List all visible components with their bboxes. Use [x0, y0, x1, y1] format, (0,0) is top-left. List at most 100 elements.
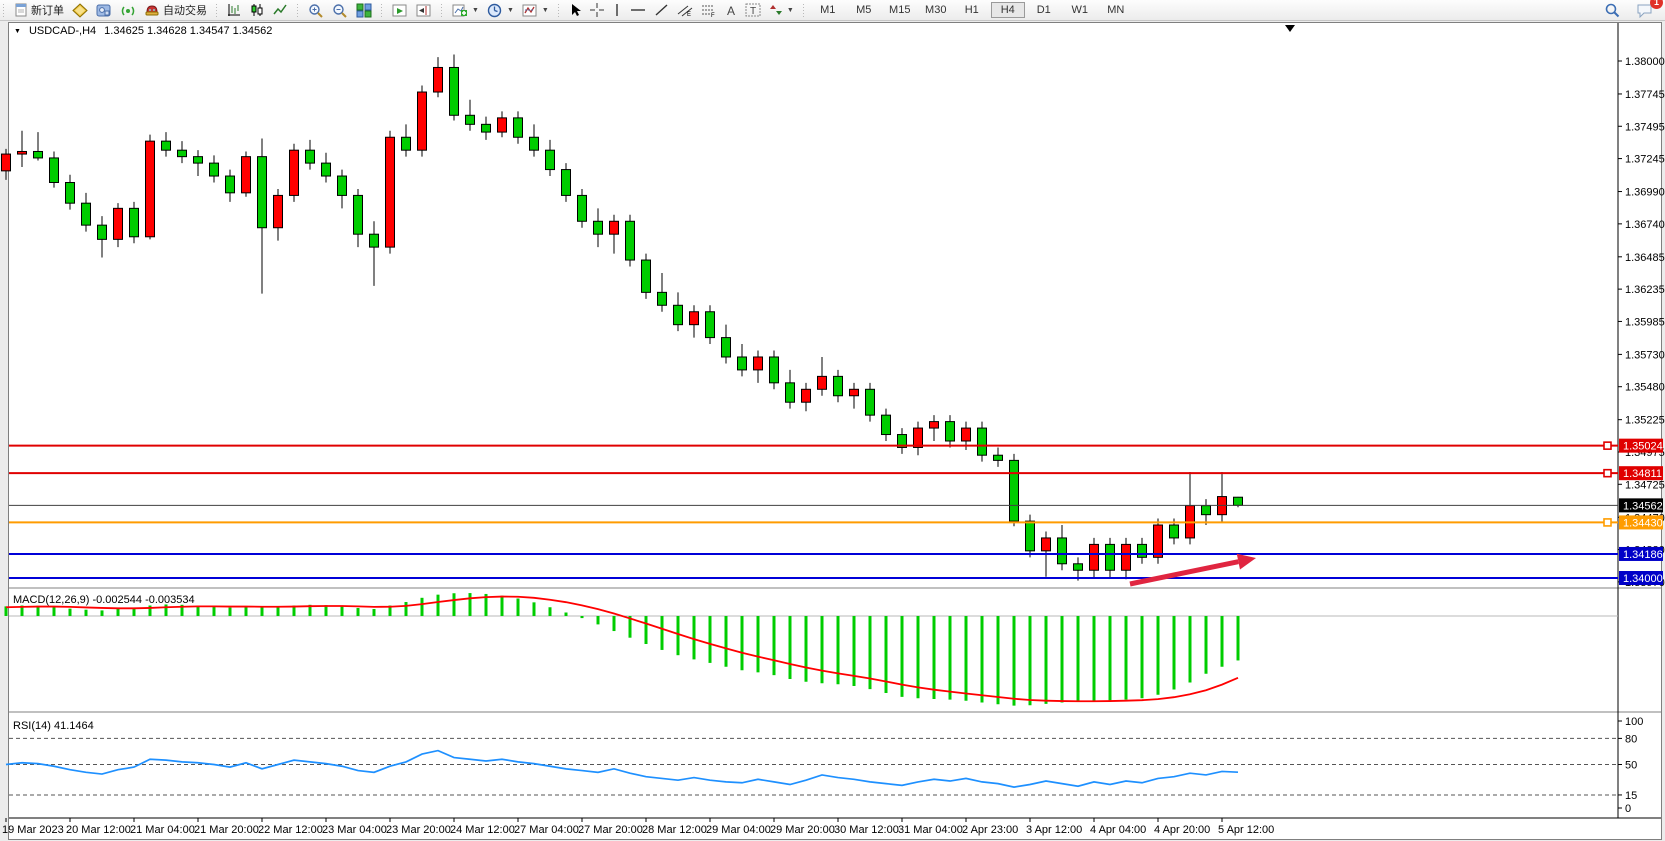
candle-body[interactable]: [385, 136, 395, 248]
candle-body[interactable]: [705, 311, 715, 339]
candle-body[interactable]: [209, 162, 219, 177]
search-button[interactable]: [1600, 0, 1624, 20]
candle-body[interactable]: [289, 149, 299, 196]
candle-body[interactable]: [369, 233, 379, 248]
candle-body[interactable]: [913, 427, 923, 448]
candle-body[interactable]: [561, 169, 571, 196]
line-handle[interactable]: [1603, 468, 1612, 478]
equidistant-channel-button[interactable]: E: [673, 0, 697, 20]
toolbar-grip[interactable]: [296, 3, 300, 17]
toolbar-grip[interactable]: [2, 3, 6, 17]
candle-body[interactable]: [97, 224, 107, 240]
candle-body[interactable]: [481, 123, 491, 133]
candle-body[interactable]: [641, 259, 651, 293]
fibonacci-button[interactable]: F: [697, 0, 721, 20]
candle-body[interactable]: [769, 356, 779, 384]
timeframe-H1[interactable]: H1: [964, 4, 979, 16]
candle-body[interactable]: [353, 194, 363, 235]
candle-body[interactable]: [1169, 524, 1179, 539]
candle-body[interactable]: [1057, 537, 1067, 565]
candle-body[interactable]: [1153, 524, 1163, 558]
candle-body[interactable]: [177, 149, 187, 158]
candle-body[interactable]: [449, 66, 459, 116]
signals-button[interactable]: [116, 0, 140, 20]
timeframe-M15[interactable]: M15: [889, 4, 911, 16]
candle-body[interactable]: [401, 136, 411, 151]
vertical-line-button[interactable]: [608, 0, 626, 20]
candle-body[interactable]: [833, 375, 843, 397]
candle-body[interactable]: [1137, 543, 1147, 558]
candle-body[interactable]: [897, 434, 907, 448]
candle-body[interactable]: [689, 311, 699, 326]
horizontal-line-button[interactable]: [626, 0, 650, 20]
candle-body[interactable]: [305, 149, 315, 164]
zoom-in-button[interactable]: [304, 0, 328, 20]
candle-body[interactable]: [337, 175, 347, 196]
timeframe-MN[interactable]: MN: [1107, 4, 1125, 16]
crosshair-button[interactable]: [586, 0, 608, 20]
candle-body[interactable]: [1073, 563, 1083, 571]
terminal-button[interactable]: [92, 0, 116, 20]
candlestick-chart-button[interactable]: [246, 0, 269, 20]
metaeditor-button[interactable]: [68, 0, 92, 20]
autotrading-button[interactable]: 自动交易: [140, 0, 211, 20]
candle-body[interactable]: [241, 156, 251, 194]
candle-body[interactable]: [65, 181, 75, 204]
candle-body[interactable]: [225, 175, 235, 194]
candle-body[interactable]: [673, 304, 683, 326]
candle-body[interactable]: [753, 356, 763, 371]
candle-body[interactable]: [737, 356, 747, 371]
candlestick-series[interactable]: [1, 54, 1243, 581]
trendline-button[interactable]: [650, 0, 673, 20]
candle-body[interactable]: [545, 149, 555, 171]
profiles-button[interactable]: ▼: [483, 0, 518, 20]
text-button[interactable]: A: [721, 0, 741, 20]
candle-body[interactable]: [993, 454, 1003, 461]
toolbar-grip[interactable]: [380, 3, 384, 17]
timeframe-D1[interactable]: D1: [1036, 4, 1051, 16]
text-label-button[interactable]: T: [741, 0, 765, 20]
candle-body[interactable]: [1, 153, 11, 172]
candle-body[interactable]: [257, 156, 267, 229]
notifications-button[interactable]: 1: [1632, 0, 1663, 20]
candle-body[interactable]: [721, 337, 731, 358]
timeframe-H4[interactable]: H4: [990, 2, 1025, 18]
candle-body[interactable]: [129, 207, 139, 238]
candle-body[interactable]: [17, 150, 27, 155]
candle-body[interactable]: [657, 291, 667, 306]
zoom-out-button[interactable]: [328, 0, 352, 20]
tile-windows-button[interactable]: [352, 0, 376, 20]
cursor-button[interactable]: [565, 0, 586, 20]
trend-arrow-shaft[interactable]: [1129, 559, 1239, 587]
candle-body[interactable]: [945, 421, 955, 442]
candle-body[interactable]: [321, 162, 331, 177]
candle-body[interactable]: [81, 202, 91, 226]
candle-body[interactable]: [977, 427, 987, 456]
toolbar-grip[interactable]: [556, 3, 561, 17]
candle-body[interactable]: [513, 117, 523, 138]
timeframe-M5[interactable]: M5: [856, 4, 872, 16]
candle-body[interactable]: [433, 66, 443, 93]
candle-body[interactable]: [1105, 543, 1115, 571]
candle-body[interactable]: [1025, 520, 1035, 552]
candle-body[interactable]: [801, 388, 811, 403]
candle-body[interactable]: [1041, 537, 1051, 552]
chart-shift-button[interactable]: [412, 0, 436, 20]
candle-body[interactable]: [849, 388, 859, 397]
line-handle[interactable]: [1603, 518, 1612, 527]
candle-body[interactable]: [881, 414, 891, 436]
new-order-button[interactable]: 新订单: [10, 0, 68, 20]
arrows-button[interactable]: ▼: [765, 0, 798, 20]
candle-body[interactable]: [1089, 543, 1099, 571]
timeframe-M30[interactable]: M30: [925, 4, 947, 16]
candle-body[interactable]: [49, 157, 59, 183]
trend-arrow-head[interactable]: [1236, 553, 1256, 570]
candle-body[interactable]: [1201, 505, 1211, 516]
candle-body[interactable]: [609, 220, 619, 235]
candle-body[interactable]: [625, 220, 635, 261]
autoscroll-button[interactable]: [388, 0, 412, 20]
candle-body[interactable]: [593, 220, 603, 235]
candle-body[interactable]: [273, 194, 283, 229]
candle-body[interactable]: [1009, 459, 1019, 522]
